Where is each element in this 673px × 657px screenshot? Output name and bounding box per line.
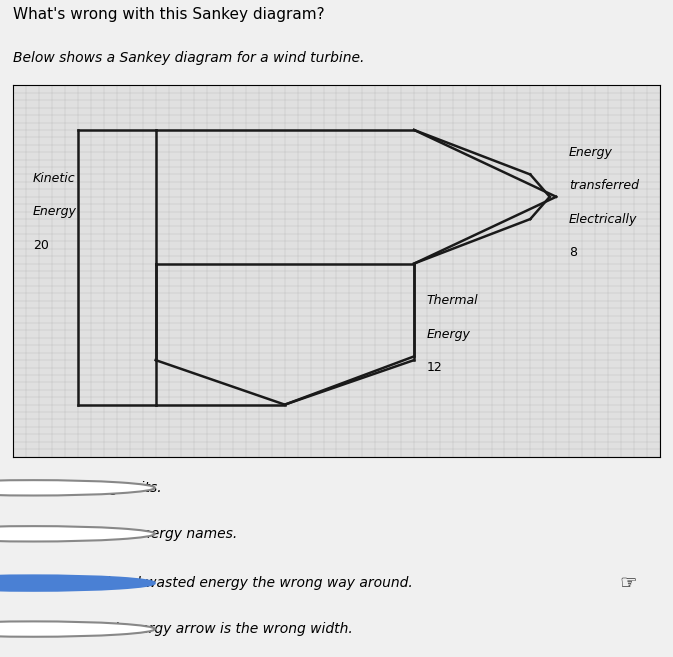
Circle shape bbox=[0, 576, 155, 591]
Text: Wasted energy arrow is the wrong width.: Wasted energy arrow is the wrong width. bbox=[67, 622, 353, 636]
Text: What's wrong with this Sankey diagram?: What's wrong with this Sankey diagram? bbox=[13, 7, 325, 22]
Text: Kinetic: Kinetic bbox=[33, 171, 75, 185]
Text: 8: 8 bbox=[569, 246, 577, 259]
Text: Energy: Energy bbox=[569, 146, 613, 159]
Text: Energy: Energy bbox=[427, 328, 471, 340]
Text: 20: 20 bbox=[33, 238, 48, 252]
Text: Missing units.: Missing units. bbox=[67, 481, 162, 495]
Text: 12: 12 bbox=[427, 361, 443, 374]
Text: Thermal: Thermal bbox=[427, 294, 479, 307]
Circle shape bbox=[0, 480, 155, 495]
Text: Below shows a Sankey diagram for a wind turbine.: Below shows a Sankey diagram for a wind … bbox=[13, 51, 365, 65]
Text: ☞: ☞ bbox=[619, 574, 637, 593]
Text: Incorrect energy names.: Incorrect energy names. bbox=[67, 527, 238, 541]
Text: Electrically: Electrically bbox=[569, 213, 637, 225]
Text: Energy: Energy bbox=[33, 205, 77, 218]
Text: transferred: transferred bbox=[569, 179, 639, 192]
Circle shape bbox=[0, 526, 155, 541]
Circle shape bbox=[0, 622, 155, 637]
Text: Useful and wasted energy the wrong way around.: Useful and wasted energy the wrong way a… bbox=[67, 576, 413, 590]
